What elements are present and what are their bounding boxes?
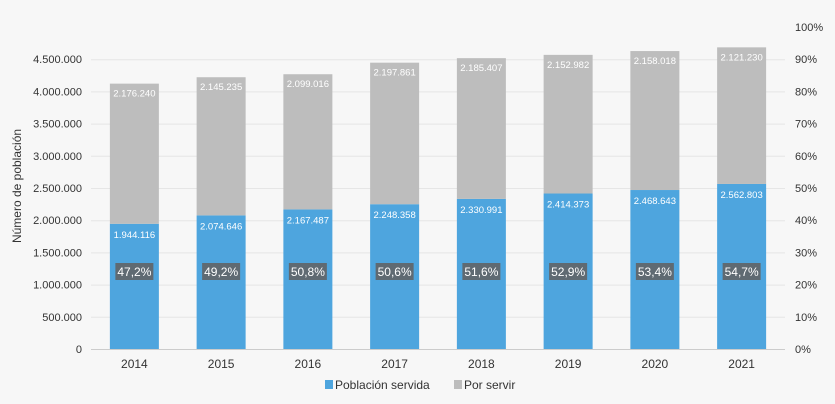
gridlines <box>91 59 785 318</box>
y2-tick-label: 30% <box>795 247 817 259</box>
bar-por-servir <box>630 51 680 191</box>
y2-tick-label: 40% <box>795 215 817 227</box>
y-axis-title: Número de población <box>10 129 24 243</box>
y2-tick-label: 70% <box>795 119 817 131</box>
y2-tick-label: 20% <box>795 280 817 292</box>
percent-label-box <box>375 263 414 280</box>
percent-label-box <box>288 263 327 280</box>
x-tick-label: 2016 <box>295 357 322 371</box>
y2-tick-label: 50% <box>795 183 817 195</box>
y-tick-label: 3.000.000 <box>33 151 82 163</box>
data-label-poblacion-servida: 1.944.116 <box>114 230 156 241</box>
y-tick-label: 4.000.000 <box>33 86 82 98</box>
y2-tick-label: 60% <box>795 151 817 163</box>
bar-por-servir <box>370 62 420 205</box>
data-label-poblacion-servida: 2.248.358 <box>373 210 415 221</box>
x-tick-label: 2017 <box>381 357 408 371</box>
data-label-por-servir: 2.121.230 <box>720 52 762 63</box>
data-label-poblacion-servida: 2.562.803 <box>720 190 762 201</box>
percent-label: 53,4% <box>638 265 672 279</box>
bars: 2.176.240 1.944.116 47,2% 2.145.235 2.074.64… <box>109 47 767 349</box>
percent-label-box <box>115 263 154 280</box>
x-tick-label: 2014 <box>121 357 148 371</box>
data-label-poblacion-servida: 2.074.646 <box>200 221 242 232</box>
bar-por-servir <box>717 47 767 184</box>
data-label-por-servir: 2.197.861 <box>373 68 415 79</box>
y-tick-label: 1.500.000 <box>33 247 82 259</box>
y2-tick-label: 90% <box>795 54 817 66</box>
x-tick-label: 2019 <box>555 357 582 371</box>
y-tick-label: 1.000.000 <box>33 280 82 292</box>
percent-label: 47,2% <box>117 265 151 279</box>
bar-por-servir <box>196 77 246 216</box>
legend: Población servida Por servir <box>325 378 515 392</box>
data-label-poblacion-servida: 2.330.991 <box>460 205 502 216</box>
data-label-por-servir: 2.099.016 <box>287 79 329 90</box>
percent-label-box <box>549 263 588 280</box>
y2-tick-label: 80% <box>795 86 817 98</box>
data-label-por-servir: 2.145.235 <box>200 82 242 93</box>
x-tick-label: 2018 <box>468 357 495 371</box>
bar-poblacion-servida <box>109 223 159 349</box>
data-label-poblacion-servida: 2.468.643 <box>634 196 676 207</box>
y-tick-label: 2.500.000 <box>33 183 82 195</box>
x-tick-label: 2015 <box>208 357 235 371</box>
y-tick-label: 0 <box>76 344 82 356</box>
data-label-por-servir: 2.152.982 <box>547 60 589 71</box>
y2-tick-label: 0% <box>795 344 811 356</box>
x-tick-label: 2021 <box>728 357 755 371</box>
bar-por-servir <box>456 58 506 199</box>
bar-por-servir <box>283 74 333 210</box>
percent-label: 52,9% <box>551 265 585 279</box>
y2-tick-label: 100% <box>795 22 823 34</box>
percent-label: 49,2% <box>204 265 238 279</box>
y2-tick-label: 10% <box>795 312 817 324</box>
data-label-por-servir: 2.185.407 <box>460 63 502 74</box>
y-tick-label: 2.000.000 <box>33 215 82 227</box>
percent-label: 50,8% <box>291 265 325 279</box>
legend-label-poblacion-servida: Población servida <box>335 378 430 392</box>
percent-label-box <box>722 263 761 280</box>
y-tick-label: 4.500.000 <box>33 54 82 66</box>
percent-label-box <box>462 263 501 280</box>
percent-label: 54,7% <box>725 265 759 279</box>
legend-swatch-por-servir <box>454 380 462 389</box>
y-tick-label: 3.500.000 <box>33 119 82 131</box>
percent-label: 51,6% <box>464 265 498 279</box>
data-label-por-servir: 2.158.018 <box>634 56 676 67</box>
x-tick-label: 2020 <box>642 357 669 371</box>
data-label-poblacion-servida: 2.167.487 <box>287 215 329 226</box>
percent-label: 50,6% <box>378 265 412 279</box>
x-axis: 2014 2015 2016 2017 2018 2019 2020 2021 <box>121 357 755 371</box>
data-label-poblacion-servida: 2.414.373 <box>547 200 589 211</box>
y-tick-label: 500.000 <box>42 312 82 324</box>
y-axis-left: 0 500.000 1.000.000 1.500.000 2.000.000 2.500… <box>33 54 82 356</box>
y-axis-right: 0% 10% 20% 30% 40% 50% 60% 70% 80% 90% 100% <box>795 22 823 356</box>
percent-label-box <box>635 263 674 280</box>
data-label-por-servir: 2.176.240 <box>113 89 155 100</box>
bar-poblacion-servida <box>196 215 246 349</box>
percent-label-box <box>202 263 241 280</box>
bar-por-servir <box>543 54 593 194</box>
legend-label-por-servir: Por servir <box>464 378 515 392</box>
legend-swatch-poblacion-servida <box>325 380 333 389</box>
bar-por-servir <box>109 83 159 224</box>
